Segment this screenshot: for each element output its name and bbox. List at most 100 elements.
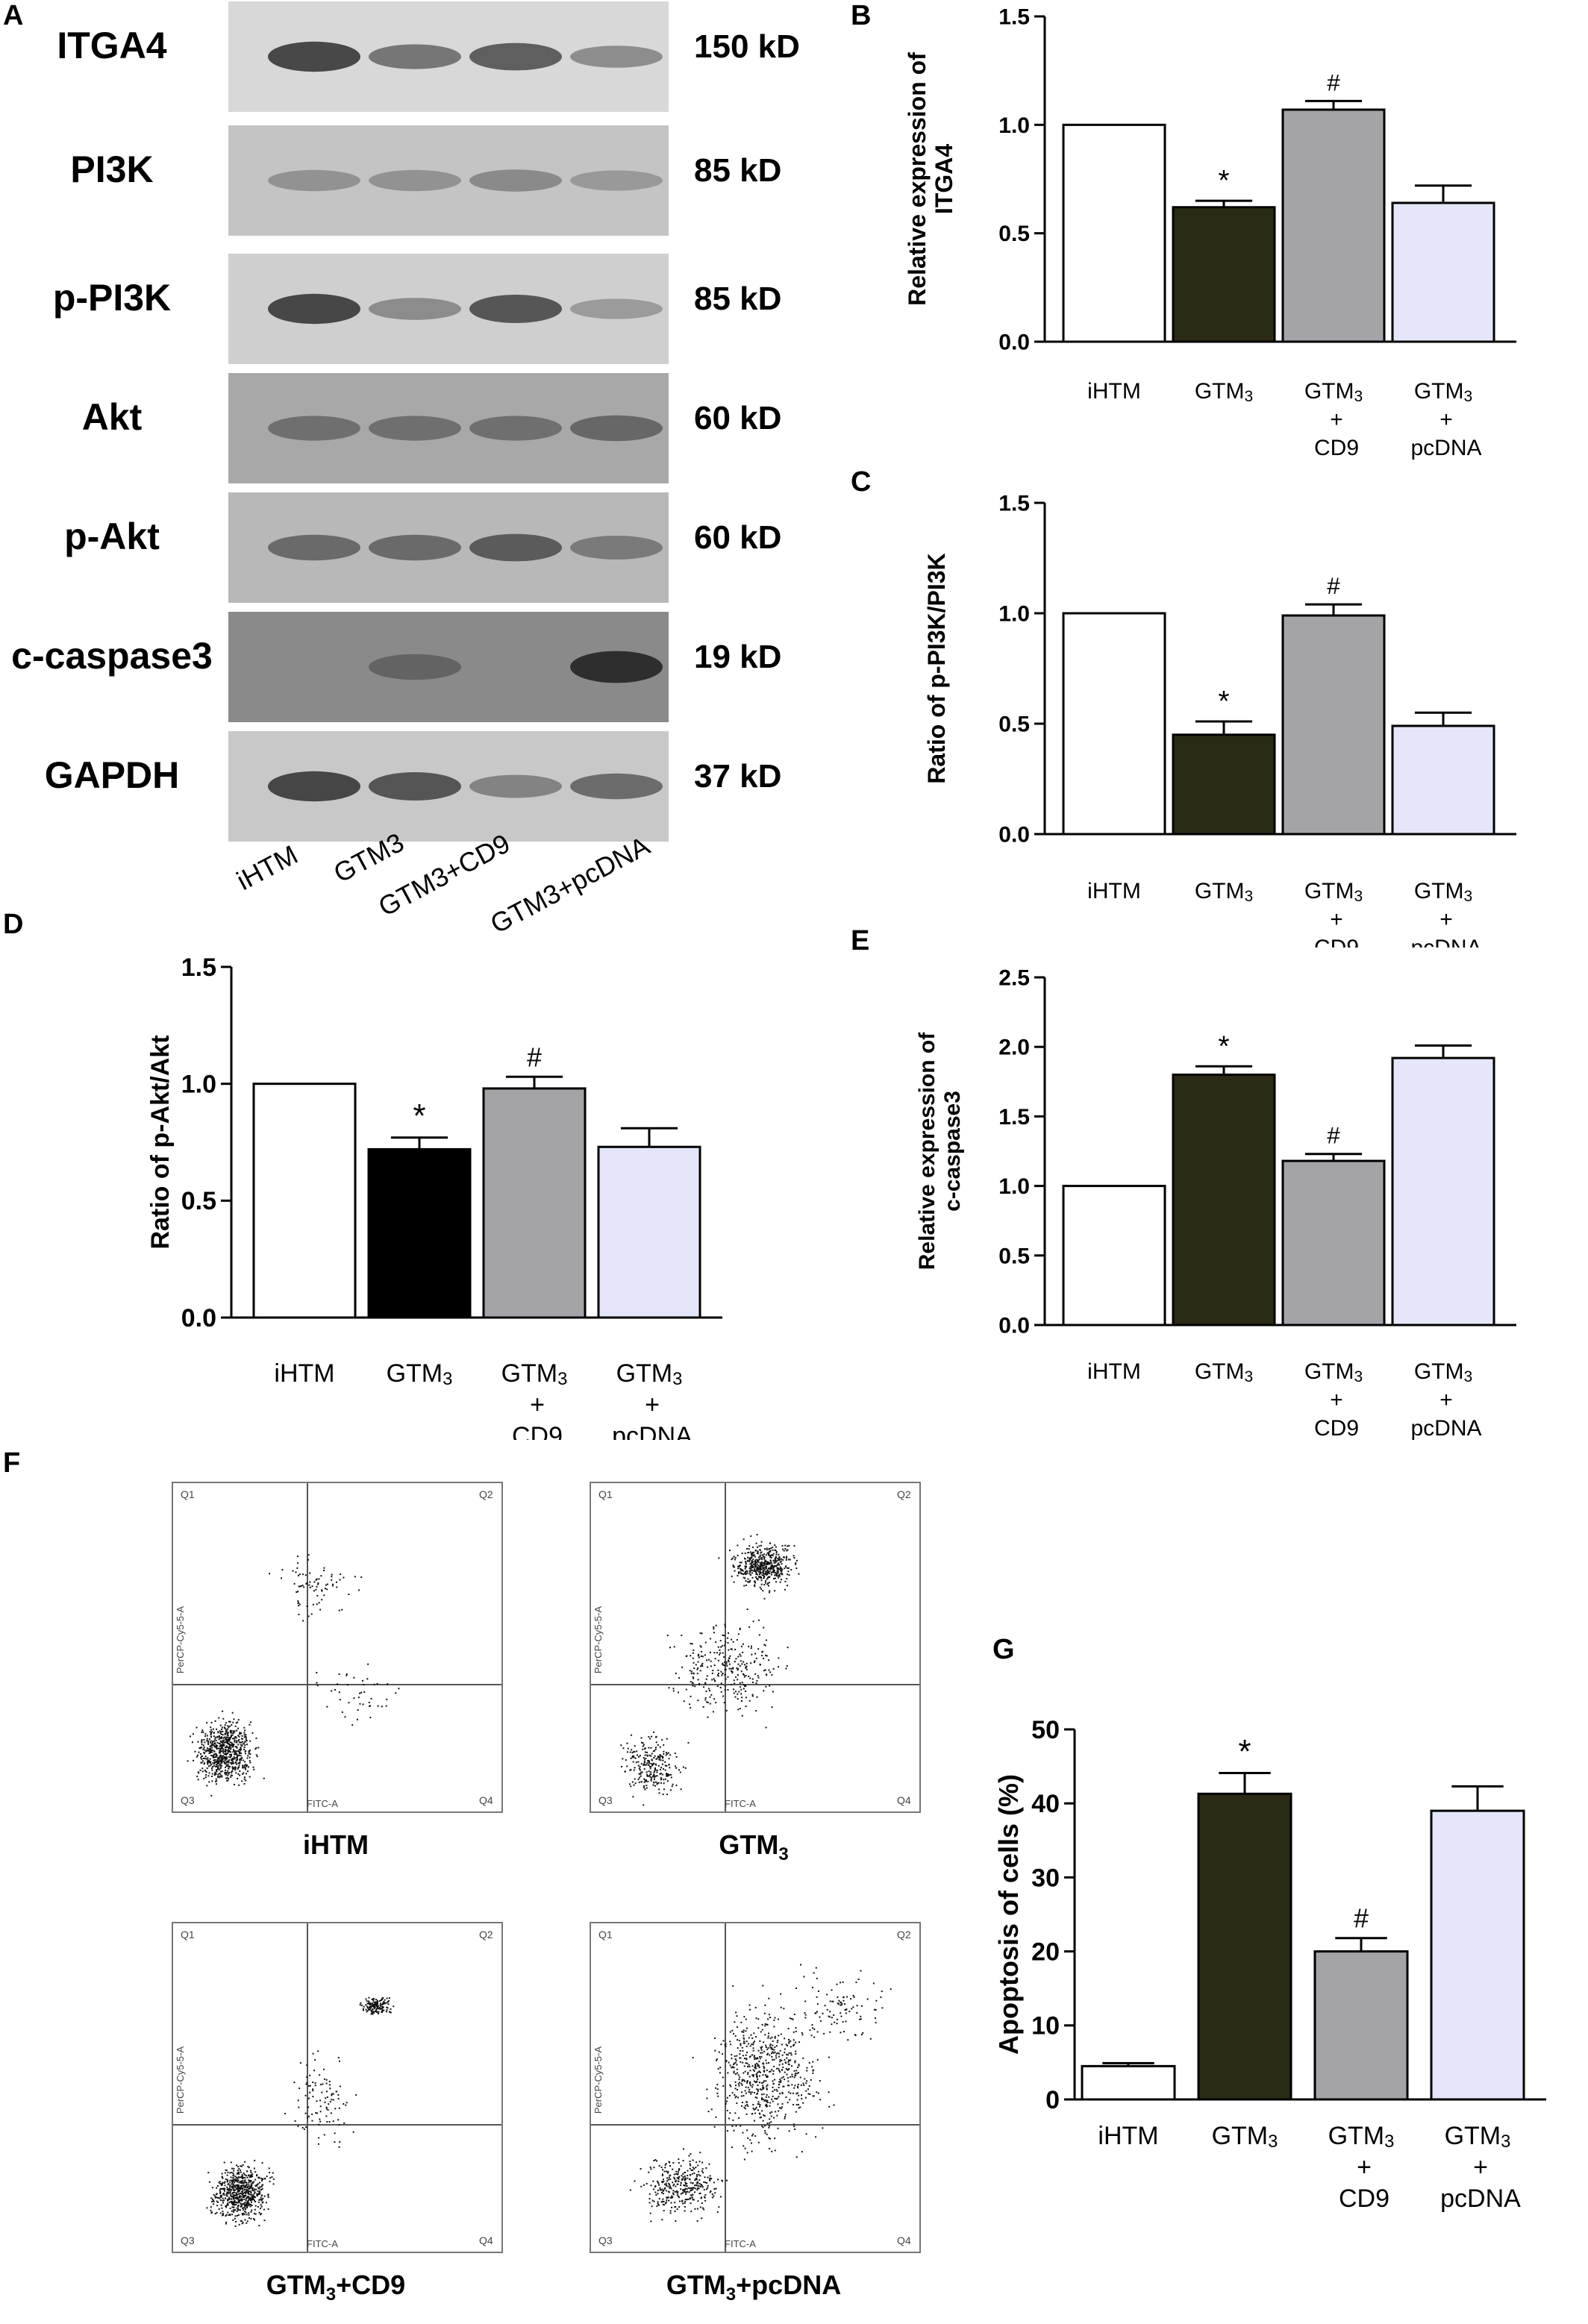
flow-event (297, 1562, 299, 1565)
flow-event (336, 1586, 338, 1588)
flow-event (712, 1670, 714, 1672)
category-label: + (1330, 407, 1343, 432)
blot-band (268, 169, 360, 192)
flow-event (233, 2170, 235, 2172)
flow-event (664, 1761, 666, 1763)
category-label: iHTM (1087, 379, 1141, 404)
flow-event (769, 2112, 772, 2114)
flow-event (794, 2060, 796, 2062)
flow-event (234, 2185, 236, 2187)
flow-event (202, 1731, 204, 1733)
flow-event (705, 2167, 707, 2169)
flow-event (262, 2184, 264, 2186)
flow-event (773, 2117, 775, 2119)
flow-event (377, 2005, 379, 2008)
blot-band (570, 415, 663, 442)
flow-event (781, 2063, 784, 2065)
flow-event (381, 2010, 384, 2012)
flow-event (241, 1744, 243, 1747)
flow-event (755, 2058, 757, 2060)
flow-event (216, 1758, 219, 1761)
flow-event (638, 1776, 640, 1779)
flow-event (377, 1705, 379, 1707)
flow-event (743, 2016, 745, 2018)
flow-event (763, 1574, 765, 1576)
flow-event (324, 2078, 326, 2080)
flow-event (768, 2137, 770, 2139)
flow-event (232, 2183, 234, 2185)
flow-event (678, 2158, 680, 2161)
flow-event (700, 1646, 702, 1648)
flow-event (217, 1760, 219, 1762)
flow-event (780, 1993, 782, 1995)
flow-event (757, 2089, 759, 2091)
flow-event (234, 2191, 236, 2193)
flow-event (686, 2188, 688, 2190)
flow-event (226, 1761, 228, 1764)
flow-event (239, 1758, 241, 1760)
flow-event (837, 1996, 839, 1998)
flow-event (755, 2073, 757, 2076)
flow-event (245, 1764, 247, 1766)
flow-event (751, 1678, 754, 1680)
flow-plot-title-subscript: 3 (725, 2284, 737, 2305)
flow-event (219, 1773, 222, 1776)
flow-event (232, 1758, 234, 1760)
flow-event (854, 2035, 857, 2037)
flow-event (243, 2209, 245, 2211)
flow-event (739, 1627, 741, 1629)
flow-event (766, 2084, 769, 2086)
flow-event (218, 1717, 220, 1719)
flow-event (737, 1544, 739, 1547)
flow-event (213, 1750, 216, 1753)
flow-event (859, 2018, 861, 2020)
flow-event (231, 2210, 233, 2212)
flow-event (740, 2021, 743, 2023)
flow-event (196, 1776, 198, 1778)
flow-event (732, 1985, 734, 1988)
flow-event (640, 2168, 642, 2170)
flow-event (756, 2062, 758, 2064)
flow-event (387, 2003, 390, 2005)
flow-event (746, 2051, 748, 2053)
flow-event (228, 1744, 231, 1746)
flow-event (778, 2096, 780, 2098)
flow-event (662, 2173, 664, 2176)
flow-event (756, 2076, 758, 2078)
flow-event (768, 1582, 770, 1584)
flow-event (235, 2179, 237, 2181)
category-label: pcDNA (1410, 936, 1481, 948)
flow-event (240, 2180, 243, 2182)
flow-event (743, 2042, 745, 2044)
category-subscript: 3 (557, 1369, 567, 1389)
y-tick-label: 1.5 (998, 492, 1030, 516)
flow-event (755, 1682, 757, 1685)
flow-event (236, 1740, 238, 1742)
flow-event (668, 1758, 670, 1760)
flow-event (242, 2214, 244, 2216)
flow-event (260, 2189, 262, 2191)
flow-event (731, 2066, 734, 2068)
flow-event (757, 1565, 760, 1567)
flow-event (372, 2013, 374, 2015)
flow-event (207, 1757, 209, 1759)
flow-event (249, 2193, 251, 2196)
flow-event (752, 2133, 754, 2135)
flow-event (689, 2160, 691, 2162)
bar (1081, 2064, 1176, 2101)
flow-event (201, 1739, 203, 1741)
flow-event (737, 2083, 740, 2085)
flow-event (201, 1760, 204, 1762)
flow-event (240, 2192, 242, 2194)
bar (482, 1087, 587, 1319)
flow-event (298, 1585, 300, 1588)
flow-event (778, 2064, 781, 2066)
flow-event (226, 1750, 228, 1752)
flow-plot-title-text: iHTM (303, 1829, 369, 1860)
flow-event (238, 2167, 240, 2170)
flow-event (630, 1785, 632, 1788)
flow-event (215, 1778, 217, 1780)
flow-event (332, 1583, 334, 1585)
flow-event (258, 2177, 260, 2179)
flow-event (760, 1541, 763, 1543)
